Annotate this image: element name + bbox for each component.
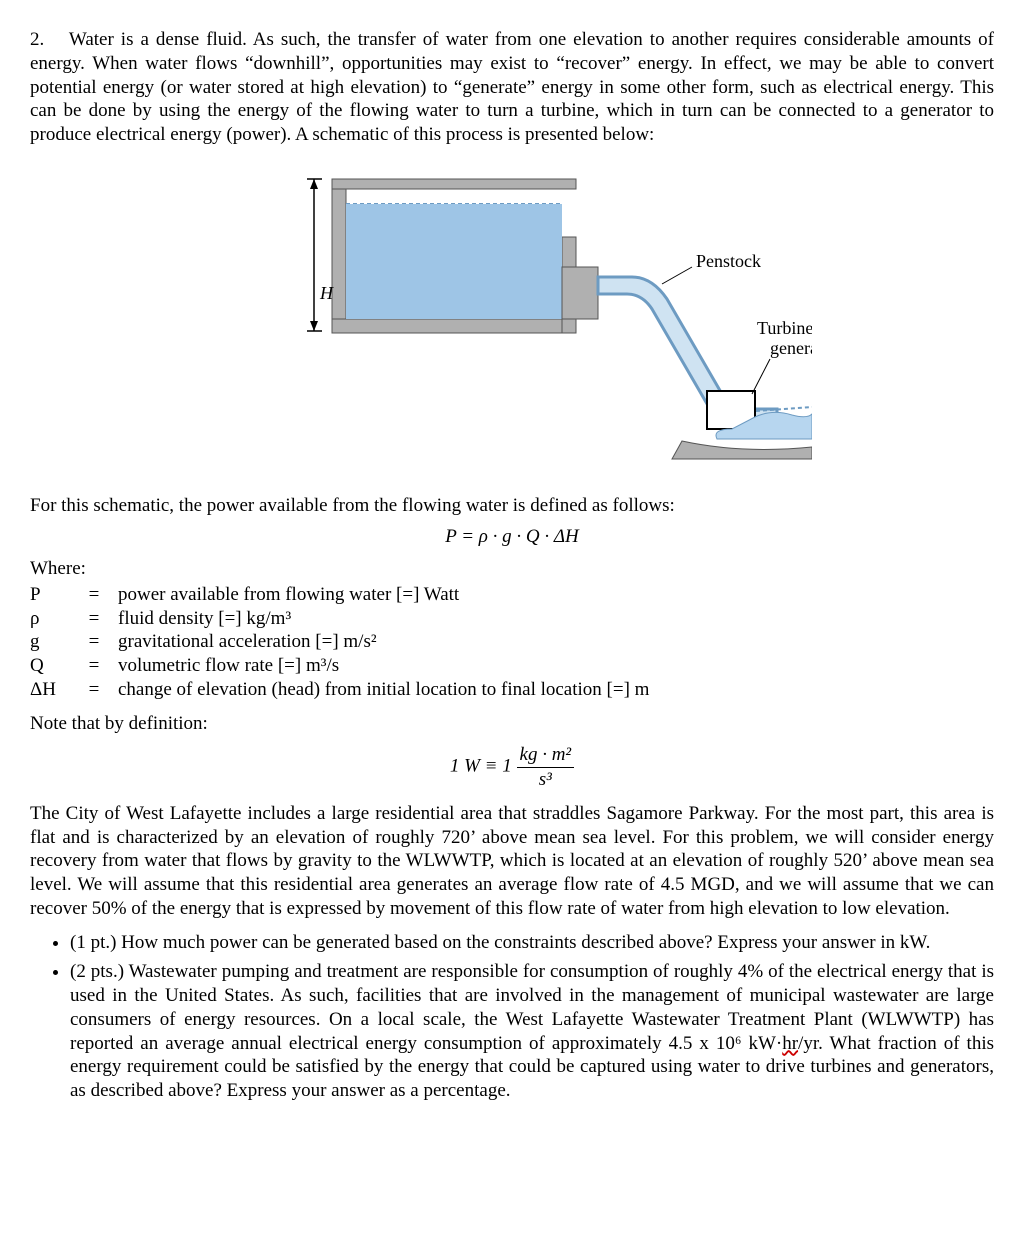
list-item: (2 pts.) Wastewater pumping and treatmen…: [70, 960, 994, 1103]
schematic-diagram: H Penstock Turbine and generator: [30, 159, 994, 476]
table-row: ΔH=change of elevation (head) from initi…: [30, 678, 659, 702]
watt-equation: 1 W ≡ 1 kg · m² s³: [30, 743, 994, 792]
label-generator: generator: [770, 338, 812, 358]
table-row: Q=volumetric flow rate [=] m³/s: [30, 654, 659, 678]
city-paragraph: The City of West Lafayette includes a la…: [30, 802, 994, 921]
problem-number: 2.: [30, 29, 44, 50]
definitions-table: P=power available from flowing water [=]…: [30, 583, 659, 702]
note-label: Note that by definition:: [30, 712, 994, 736]
intro-paragraph: 2. Water is a dense fluid. As such, the …: [30, 28, 994, 147]
label-H: H: [319, 283, 334, 303]
table-row: P=power available from flowing water [=]…: [30, 583, 659, 607]
power-equation: P = ρ · g · Q · ΔH: [30, 525, 994, 549]
where-label: Where:: [30, 557, 994, 581]
list-item: (1 pt.) How much power can be generated …: [70, 931, 994, 955]
table-row: ρ=fluid density [=] kg/m³: [30, 607, 659, 631]
power-def-intro: For this schematic, the power available …: [30, 494, 994, 518]
label-turbine: Turbine and: [757, 318, 812, 338]
intro-text: Water is a dense fluid. As such, the tra…: [30, 29, 994, 145]
table-row: g=gravitational acceleration [=] m/s²: [30, 630, 659, 654]
question-bullets: (1 pt.) How much power can be generated …: [70, 931, 994, 1103]
label-penstock: Penstock: [696, 251, 761, 271]
